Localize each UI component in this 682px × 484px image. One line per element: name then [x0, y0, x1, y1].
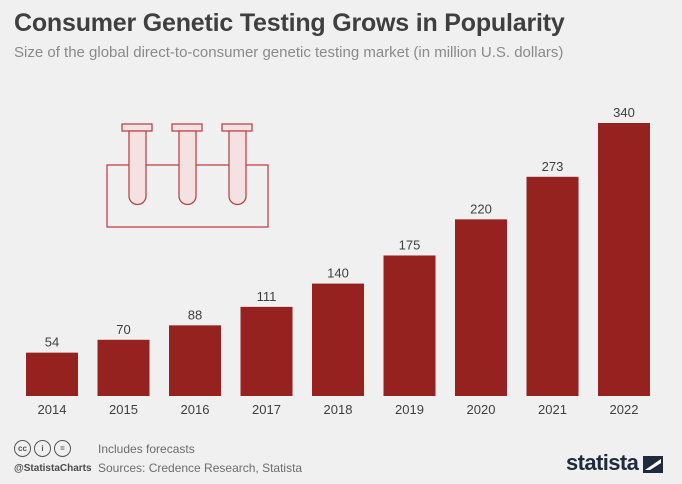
value-label-2018: 140 [327, 266, 349, 281]
x-tick-label-2016: 2016 [181, 402, 210, 417]
x-tick-label-2021: 2021 [538, 402, 567, 417]
value-labels-group: 54 70 88 111 140 175 220 273 340 [45, 105, 635, 350]
test-tubes-icon [106, 123, 269, 228]
bar-2021 [526, 176, 579, 396]
value-label-2022: 340 [613, 105, 635, 120]
bars-group [26, 123, 650, 396]
value-label-2020: 220 [470, 201, 492, 216]
social-handle: @StatistaCharts [14, 463, 92, 474]
test-tube-1 [121, 123, 153, 206]
chart-title: Consumer Genetic Testing Grows in Popula… [14, 9, 565, 37]
x-tick-label-2017: 2017 [252, 402, 281, 417]
test-tube-2 [171, 123, 203, 206]
bar-2020 [455, 219, 507, 396]
x-tick-label-2015: 2015 [109, 402, 138, 417]
bar-2015 [97, 339, 150, 396]
value-label-2014: 54 [45, 335, 59, 350]
bar-2022 [598, 123, 650, 396]
bar-2017 [240, 306, 293, 396]
x-tick-labels-group: 2014 2015 2016 2017 2018 2019 2020 2021 2022 [38, 402, 639, 417]
license-icons: cc i = [14, 440, 71, 457]
no-derivatives-icon: = [54, 440, 71, 457]
attribution-icon: i [34, 440, 51, 457]
test-tube-3 [221, 123, 253, 206]
bar-2019 [383, 255, 436, 396]
bar-2014 [26, 352, 78, 396]
statista-logo[interactable]: statista [566, 450, 639, 475]
x-tick-label-2014: 2014 [38, 402, 67, 417]
creative-commons-icon: cc [14, 440, 31, 457]
x-tick-label-2020: 2020 [467, 402, 496, 417]
value-label-2019: 175 [399, 237, 421, 252]
x-tick-label-2018: 2018 [324, 402, 353, 417]
statista-logo-mark-icon [643, 456, 663, 473]
sources-note: Sources: Credence Research, Statista [98, 461, 303, 475]
value-label-2021: 273 [542, 159, 564, 174]
value-label-2015: 70 [116, 322, 130, 337]
chart-subtitle: Size of the global direct-to-consumer ge… [14, 44, 564, 61]
bar-2016 [169, 325, 221, 396]
x-tick-label-2019: 2019 [395, 402, 424, 417]
forecast-note: Includes forecasts [98, 442, 195, 456]
bar-2018 [312, 283, 364, 396]
value-label-2017: 111 [257, 289, 277, 304]
x-tick-label-2022: 2022 [610, 402, 639, 417]
value-label-2016: 88 [188, 307, 202, 322]
